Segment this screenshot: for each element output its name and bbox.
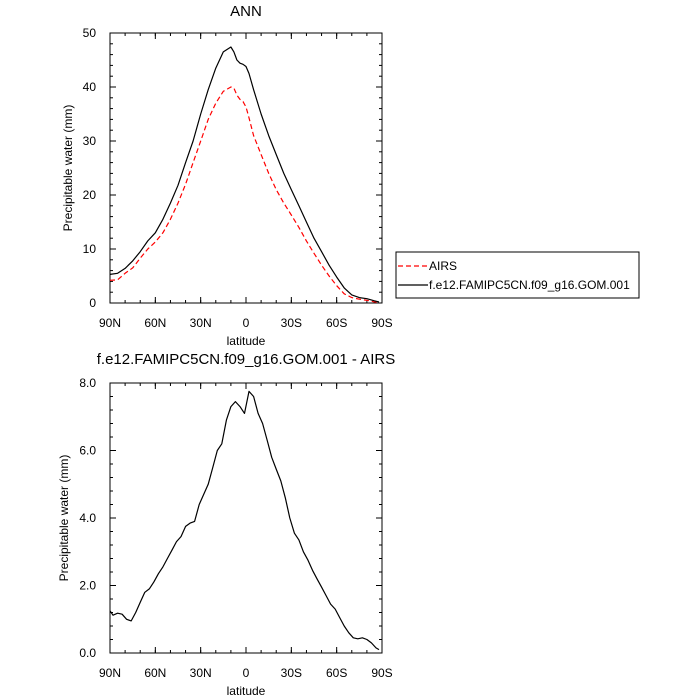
legend-box	[395, 251, 640, 299]
top-y-axis-label: Precipitable water (mm)	[61, 105, 75, 232]
legend-label-airs: AIRS	[429, 259, 457, 273]
bottom-x-axis: 90N 60N 30N 0 30S 60S 90S	[99, 383, 393, 680]
bottom-chart-title: f.e12.FAMIPC5CN.f09_g16.GOM.001 - AIRS	[97, 351, 395, 368]
y-tick-label: 0	[89, 296, 96, 310]
legend: AIRS f.e12.FAMIPC5CN.f09_g16.GOM.001	[395, 251, 640, 299]
x-tick-label: 60S	[326, 666, 347, 680]
bottom-panel: f.e12.FAMIPC5CN.f09_g16.GOM.001 - AIRS 9…	[57, 351, 395, 698]
y-tick-label: 0.0	[79, 646, 96, 660]
top-y-axis: 0 10 20 30 40 50	[83, 26, 382, 310]
x-tick-label: 90N	[99, 666, 121, 680]
x-tick-label: 60N	[144, 666, 166, 680]
y-tick-label: 20	[83, 188, 97, 202]
series-line-model	[109, 46, 380, 303]
x-tick-label: 30N	[190, 666, 212, 680]
x-tick-label: 60N	[144, 316, 166, 330]
x-tick-label: 90S	[371, 666, 392, 680]
series-line-difference	[109, 390, 380, 651]
y-tick-label: 50	[83, 26, 97, 40]
bottom-x-axis-label: latitude	[227, 684, 266, 698]
y-tick-label: 8.0	[79, 376, 96, 390]
series-line-airs	[109, 86, 380, 304]
y-tick-label: 4.0	[79, 511, 96, 525]
top-series-group	[109, 46, 380, 304]
top-chart-title: ANN	[230, 3, 262, 20]
bottom-series-group	[109, 390, 380, 651]
bottom-plot-frame	[109, 382, 383, 654]
bottom-y-axis: 0.0 2.0 4.0 6.0 8.0	[79, 376, 382, 660]
y-tick-label: 30	[83, 134, 97, 148]
x-tick-label: 0	[243, 316, 250, 330]
x-tick-label: 90N	[99, 316, 121, 330]
y-tick-label: 10	[83, 242, 97, 256]
top-x-axis: 90N 60N 30N 0 30S 60S 90S	[99, 33, 393, 330]
x-tick-label: 30N	[190, 316, 212, 330]
x-tick-label: 90S	[371, 316, 392, 330]
legend-label-model: f.e12.FAMIPC5CN.f09_g16.GOM.001	[429, 278, 630, 292]
top-plot-frame	[109, 32, 383, 304]
top-x-axis-label: latitude	[227, 334, 266, 348]
x-tick-label: 30S	[281, 666, 302, 680]
x-tick-label: 0	[243, 666, 250, 680]
x-tick-label: 60S	[326, 316, 347, 330]
y-tick-label: 6.0	[79, 444, 96, 458]
top-panel: ANN 90N 60N 30N 0 30S 60S 90S 0 10 20 30 40 50 lati…	[61, 3, 393, 348]
bottom-y-axis-label: Precipitable water (mm)	[57, 455, 71, 582]
x-tick-label: 30S	[281, 316, 302, 330]
y-tick-label: 2.0	[79, 579, 96, 593]
y-tick-label: 40	[83, 80, 97, 94]
